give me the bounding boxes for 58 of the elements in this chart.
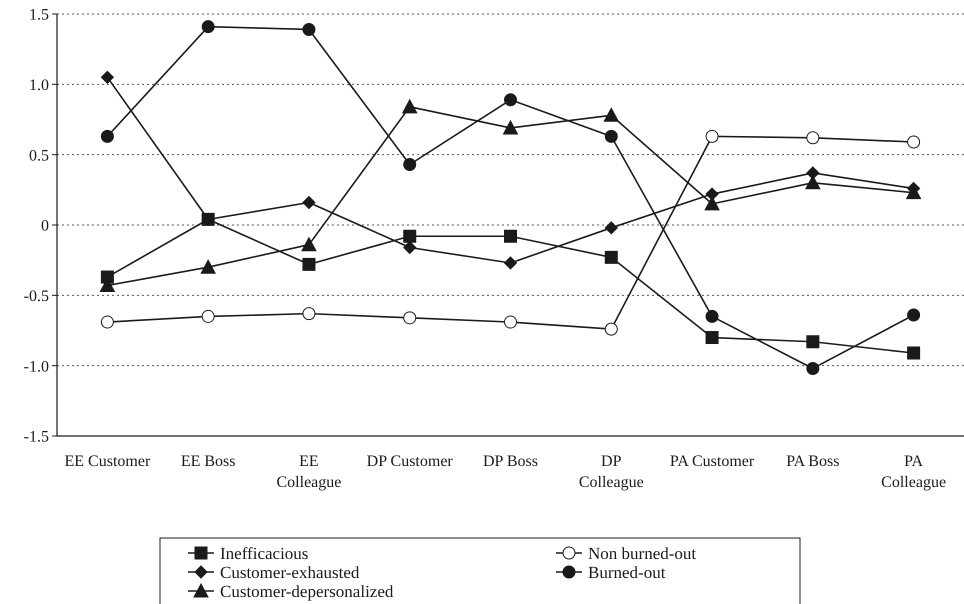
point <box>504 256 517 270</box>
y-tick-label: 1.0 <box>29 76 49 94</box>
legend-label: Burned-out <box>588 562 666 582</box>
point <box>504 93 517 106</box>
point <box>202 20 215 34</box>
point <box>806 335 820 348</box>
x-tick-label: DP Colleague <box>578 453 644 491</box>
y-tick-label: 0.5 <box>29 147 49 164</box>
point <box>706 188 719 201</box>
x-tick-label: EE Boss <box>180 453 236 470</box>
point <box>403 230 416 243</box>
point <box>503 120 518 134</box>
point <box>604 221 618 234</box>
point <box>301 237 316 252</box>
y-tick-label: 1.5 <box>29 6 49 24</box>
x-tick-label: DP Customer <box>366 453 454 470</box>
point <box>100 130 114 143</box>
point <box>806 166 820 180</box>
point <box>302 258 316 271</box>
point <box>302 307 316 320</box>
point <box>402 99 418 114</box>
point <box>604 250 618 264</box>
point <box>907 308 920 322</box>
point <box>403 241 416 254</box>
point <box>504 230 517 243</box>
x-tick-label: PA Colleague <box>881 453 946 491</box>
point <box>100 316 114 329</box>
legend-label: Customer-depersonalized <box>220 582 394 601</box>
point <box>302 22 316 36</box>
x-tick-label: PA Boss <box>786 453 840 470</box>
point <box>706 310 719 323</box>
legend-label: Non burned-out <box>588 544 696 563</box>
y-tick-label: -0.5 <box>24 288 49 305</box>
point <box>504 316 517 329</box>
point <box>706 331 719 344</box>
point <box>604 130 618 143</box>
x-tick-label: PA Customer <box>670 453 755 470</box>
point <box>202 310 215 323</box>
point <box>604 322 618 336</box>
point <box>706 130 719 143</box>
x-tick-label: EE Colleague <box>276 453 342 491</box>
point <box>403 158 416 172</box>
y-tick-label: -1.5 <box>24 428 49 446</box>
point <box>604 108 619 122</box>
point <box>806 362 820 375</box>
point <box>907 346 920 360</box>
point <box>200 260 216 274</box>
y-tick-label: 0 <box>41 218 49 235</box>
legend-label: Customer-exhausted <box>220 562 360 582</box>
legend-label: Inefficacious <box>220 544 308 563</box>
point <box>100 70 114 84</box>
x-tick-label: EE Customer <box>64 453 151 470</box>
x-tick-label: DP Boss <box>483 453 538 470</box>
point <box>302 196 316 209</box>
point <box>806 131 820 144</box>
y-tick-label: -1.0 <box>24 358 49 376</box>
point <box>403 311 416 324</box>
point <box>907 136 920 149</box>
